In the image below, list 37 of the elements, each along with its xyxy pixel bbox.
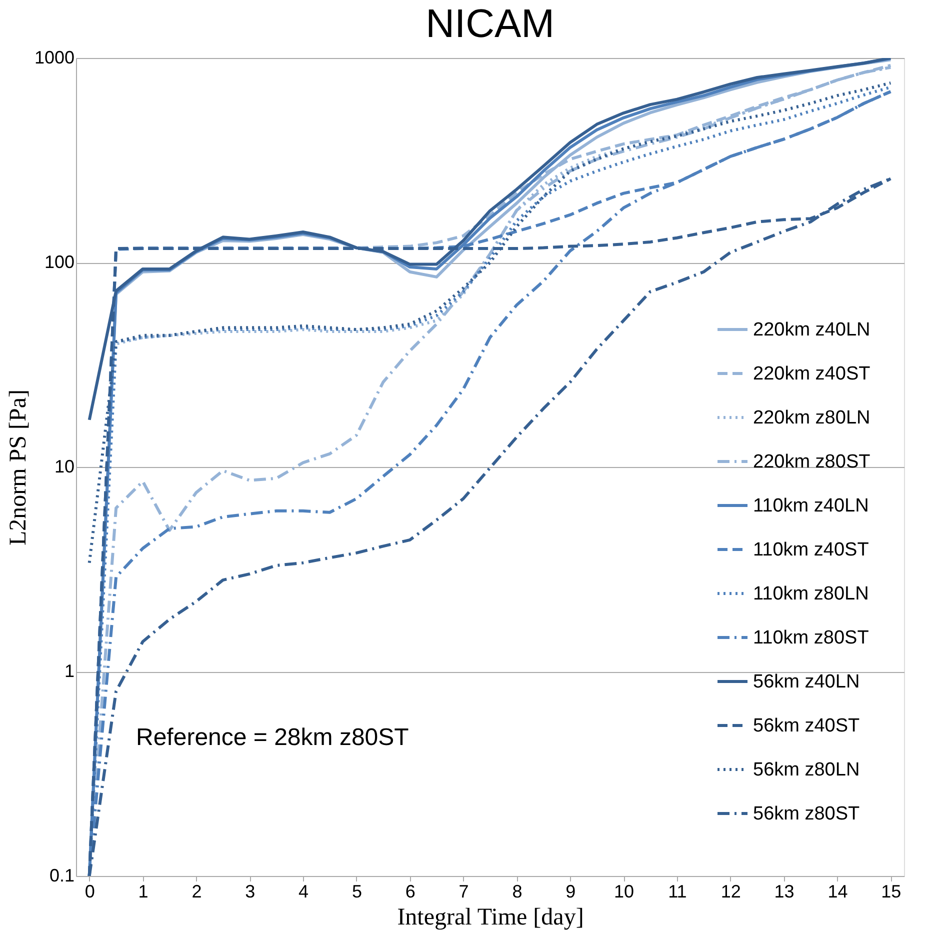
x-tick-label: 0: [84, 882, 95, 902]
y-tick-label: 0.1: [49, 866, 74, 886]
y-axis-title: L2norm PS [Pa]: [5, 390, 32, 546]
x-tick-label: 9: [566, 882, 576, 902]
legend-label: 220km z40ST: [753, 364, 871, 384]
legend-label: 56km z80ST: [753, 804, 860, 824]
legend-label: 56km z80LN: [753, 760, 860, 780]
x-tick-label: 6: [405, 882, 416, 902]
x-tick-label: 15: [881, 882, 902, 902]
x-tick-label: 3: [245, 882, 256, 902]
x-axis-title: Integral Time [day]: [397, 904, 584, 930]
x-tick-label: 1: [138, 882, 148, 902]
x-tick-label: 10: [614, 882, 634, 902]
y-tick-label: 10: [54, 456, 74, 476]
x-tick-label: 7: [458, 882, 469, 902]
x-tick-label: 12: [720, 882, 741, 902]
annotation: Reference = 28km z80ST: [136, 724, 410, 751]
legend-label: 220km z40LN: [753, 320, 870, 340]
legend-label: 110km z80LN: [753, 584, 869, 604]
x-tick-label: 8: [512, 882, 522, 902]
x-tick-label: 5: [352, 882, 362, 902]
y-tick-label: 1: [64, 661, 74, 681]
legend-label: 110km z40ST: [753, 540, 870, 560]
x-tick-label: 11: [668, 882, 687, 902]
y-tick-label: 1000: [34, 48, 74, 68]
legend-label: 220km z80ST: [753, 452, 871, 472]
chart-title: NICAM: [426, 2, 554, 46]
legend-label: 56km z40ST: [753, 716, 860, 736]
legend-label: 110km z40LN: [753, 496, 869, 516]
x-tick-label: 13: [774, 882, 794, 902]
legend-label: 220km z80LN: [753, 408, 870, 428]
x-tick-label: 14: [828, 882, 848, 902]
x-tick-label: 4: [298, 882, 309, 902]
legend-label: 56km z40LN: [753, 672, 860, 692]
y-tick-label: 100: [44, 252, 74, 272]
legend-label: 110km z80ST: [753, 628, 870, 648]
x-tick-label: 2: [192, 882, 202, 902]
